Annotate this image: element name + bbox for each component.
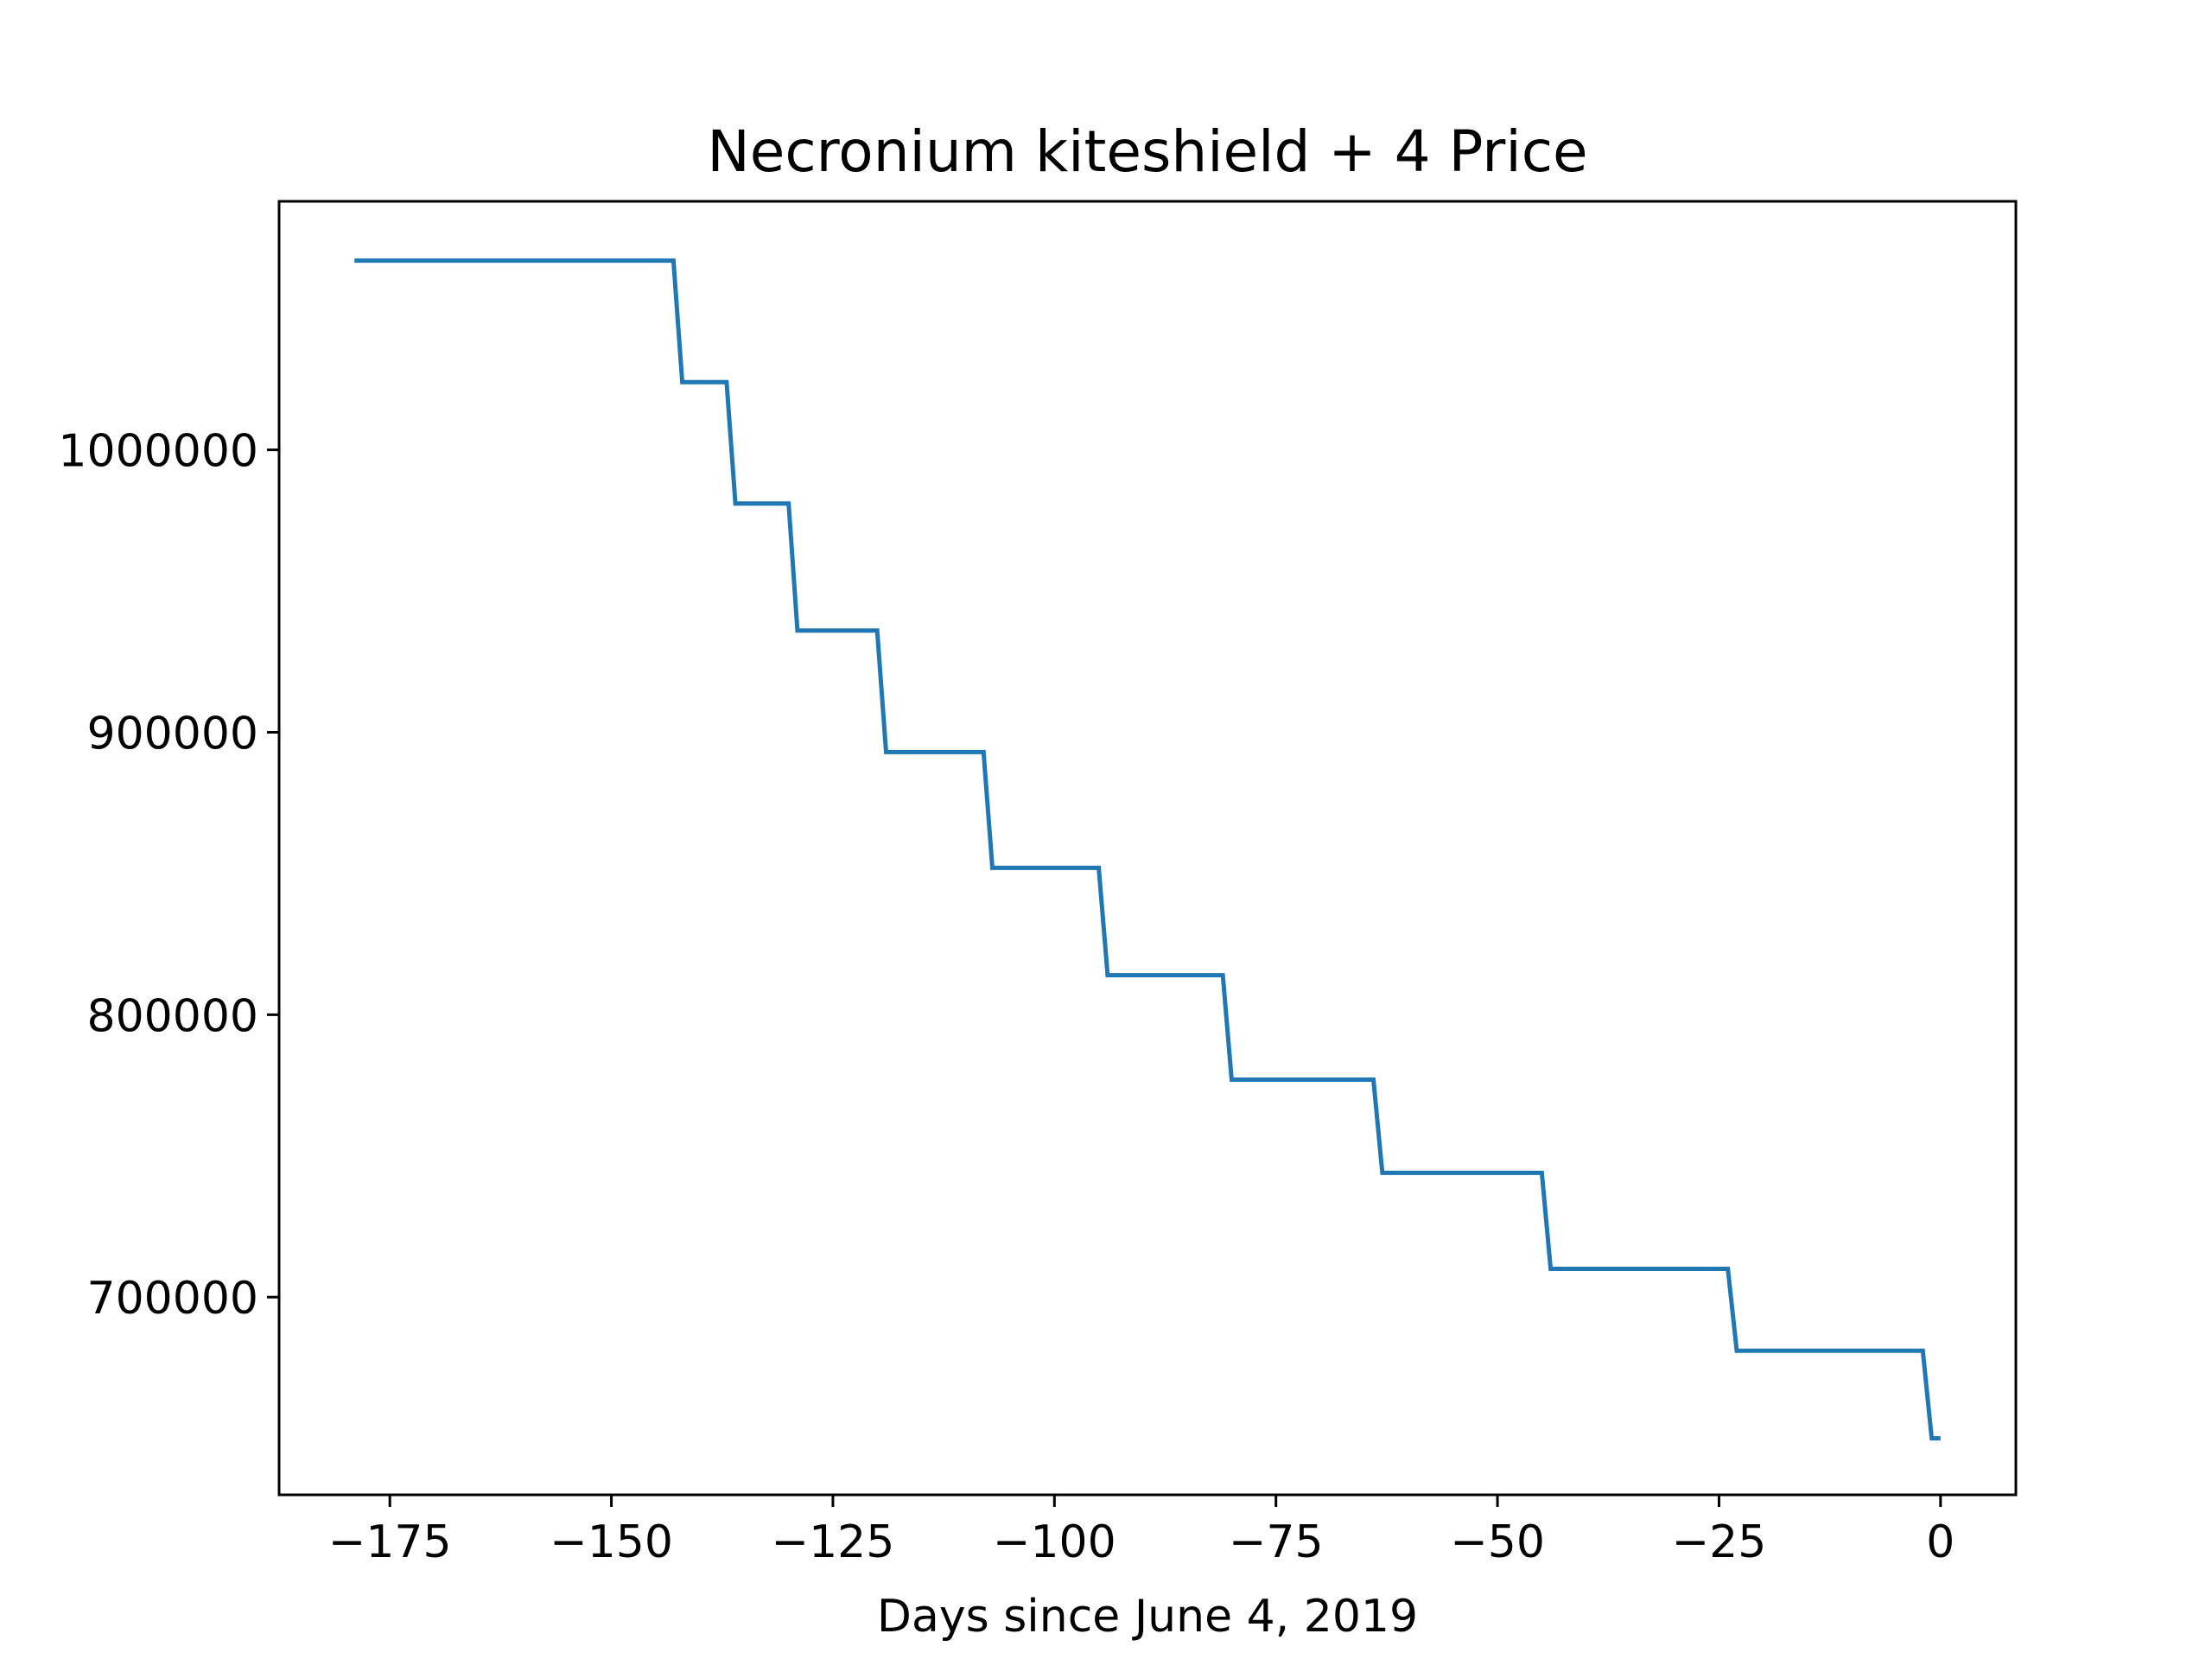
- y-tick-label: 900000: [86, 708, 258, 760]
- x-tick-label: −25: [1672, 1516, 1767, 1568]
- x-tick-label: −150: [550, 1516, 673, 1568]
- x-tick-label: −75: [1229, 1516, 1324, 1568]
- series-line-0: [354, 258, 1941, 1441]
- y-tick-label: 700000: [86, 1273, 258, 1325]
- x-tick-label: 0: [1926, 1516, 1955, 1568]
- x-axis-ticks: −175 −150 −125 −100 −75 −50 −25 0: [328, 1495, 1955, 1568]
- x-tick-label: −175: [328, 1516, 452, 1568]
- x-tick-label: −50: [1450, 1516, 1545, 1568]
- axes-frame: [277, 200, 2018, 1497]
- x-tick-label: −125: [772, 1516, 895, 1568]
- chart-title: Necronium kiteshield + 4 Price: [707, 118, 1587, 185]
- plot-area: [277, 200, 2018, 1497]
- y-tick-label: 800000: [86, 990, 258, 1042]
- x-tick-label: −100: [993, 1516, 1116, 1568]
- y-axis-ticks: 700000 800000 900000 1000000: [58, 426, 279, 1325]
- y-tick-label: 1000000: [58, 426, 258, 478]
- x-axis-label: Days since June 4, 2019: [877, 1591, 1418, 1643]
